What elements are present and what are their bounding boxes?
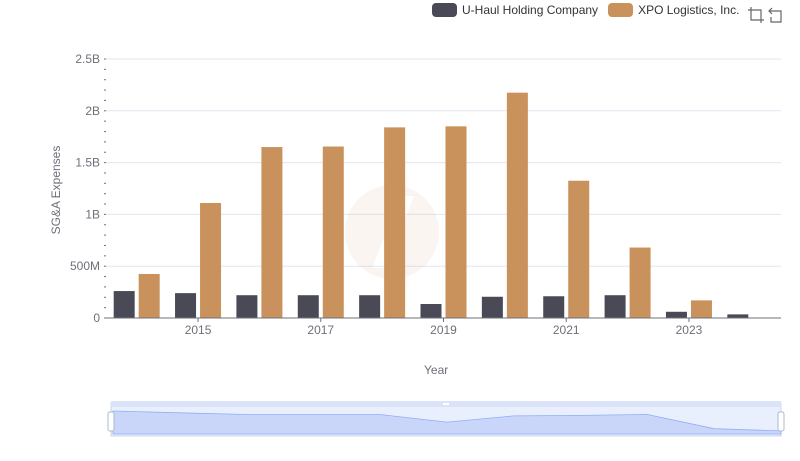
bar-uhaul-2019[interactable] [420, 304, 442, 318]
bar-uhaul-2024[interactable] [727, 314, 749, 318]
bar-uhaul-2014[interactable] [113, 291, 135, 318]
x-tick-label: 2015 [185, 323, 212, 337]
bar-uhaul-2016[interactable] [236, 295, 258, 318]
y-tick-label: 2.5B [75, 52, 100, 66]
bar-uhaul-2018[interactable] [359, 295, 381, 318]
x-tick-label: 2017 [307, 323, 334, 337]
bar-xpo-2023[interactable] [690, 300, 712, 318]
bar-xpo-2015[interactable] [200, 203, 222, 318]
bars [113, 92, 749, 318]
bar-uhaul-2022[interactable] [604, 295, 626, 318]
bar-xpo-2022[interactable] [629, 247, 651, 318]
legend-label-xpo: XPO Logistics, Inc. [638, 3, 740, 17]
x-tick-label: 2019 [430, 323, 457, 337]
restore-icon[interactable] [767, 6, 785, 24]
bar-uhaul-2015[interactable] [175, 293, 197, 318]
axes [104, 58, 781, 322]
toolbox [745, 6, 785, 24]
slider-selection[interactable] [111, 403, 781, 436]
slider-right-handle[interactable] [777, 411, 785, 432]
legend-swatch-uhaul [432, 3, 457, 17]
slider-left-handle[interactable] [107, 411, 115, 432]
bar-xpo-2018[interactable] [384, 127, 406, 318]
x-tick-label: 2021 [553, 323, 580, 337]
x-tick-labels: 2015 2017 2019 2021 2023 [185, 323, 703, 337]
y-tick-labels: 0 500M 1B 1.5B 2B 2.5B [70, 52, 100, 325]
bar-uhaul-2023[interactable] [665, 311, 687, 318]
zoom-icon[interactable] [747, 6, 765, 24]
data-zoom-slider[interactable] [107, 401, 785, 437]
legend-item-uhaul[interactable]: U-Haul Holding Company [432, 3, 598, 17]
x-tick-label: 2023 [676, 323, 703, 337]
legend: U-Haul Holding Company XPO Logistics, In… [432, 3, 749, 17]
x-axis-title: Year [424, 363, 449, 377]
y-tick-label: 0 [93, 311, 100, 325]
legend-label-uhaul: U-Haul Holding Company [462, 3, 599, 17]
bar-xpo-2020[interactable] [506, 92, 528, 318]
slider-grip [443, 403, 449, 405]
slider-data-shadow [112, 410, 782, 435]
bar-uhaul-2017[interactable] [297, 295, 319, 318]
bar-xpo-2021[interactable] [568, 180, 590, 318]
bar-xpo-2014[interactable] [138, 273, 160, 318]
legend-item-xpo[interactable]: XPO Logistics, Inc. [608, 3, 739, 17]
bar-xpo-2019[interactable] [445, 126, 467, 318]
bar-xpo-2017[interactable] [322, 146, 344, 318]
y-tick-label: 1.5B [75, 156, 100, 170]
y-tick-label: 1B [85, 207, 100, 221]
y-tick-label: 500M [70, 259, 100, 273]
legend-swatch-xpo [608, 3, 634, 17]
y-tick-label: 2B [85, 104, 100, 118]
bar-xpo-2016[interactable] [261, 147, 283, 318]
bar-uhaul-2021[interactable] [543, 296, 565, 318]
bar-uhaul-2020[interactable] [481, 296, 503, 318]
y-axis-title: SG&A Expenses [49, 145, 63, 235]
